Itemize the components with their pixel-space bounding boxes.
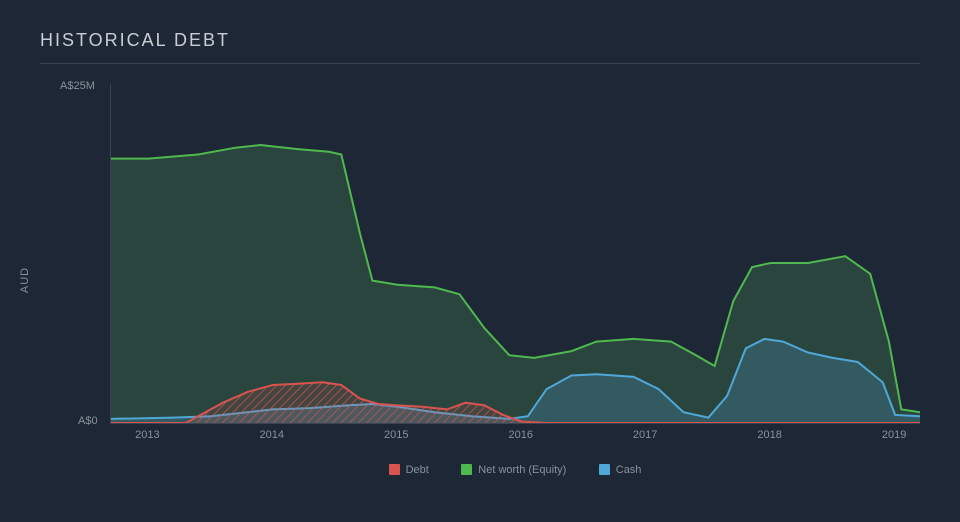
x-tick: 2014 [260,429,284,441]
legend-label-debt: Debt [406,464,429,476]
legend-item-debt: Debt [389,464,429,476]
legend-item-equity: Net worth (Equity) [461,464,566,476]
legend-label-equity: Net worth (Equity) [478,464,566,476]
legend-item-cash: Cash [599,464,642,476]
chart-wrapper: AUD A$25M A$0 20132014201520162017201820… [40,84,920,464]
y-tick-bottom: A$0 [78,415,98,427]
x-tick: 2013 [135,429,159,441]
chart-svg [111,84,920,423]
plot-area [110,84,920,424]
chart-title: HISTORICAL DEBT [40,30,920,64]
x-tick: 2018 [757,429,781,441]
x-tick: 2016 [508,429,532,441]
legend-swatch-cash [599,464,610,475]
x-tick: 2019 [882,429,906,441]
y-tick-top: A$25M [60,80,95,92]
x-tick: 2017 [633,429,657,441]
chart-card: HISTORICAL DEBT AUD A$25M A$0 2013201420… [0,0,960,522]
legend: Debt Net worth (Equity) Cash [110,462,920,480]
legend-swatch-equity [461,464,472,475]
legend-label-cash: Cash [616,464,642,476]
x-tick: 2015 [384,429,408,441]
y-axis-label: AUD [19,267,31,293]
x-axis-labels: 2013 2014 2015 2016 2017 2018 2019 [110,429,920,449]
legend-swatch-debt [389,464,400,475]
